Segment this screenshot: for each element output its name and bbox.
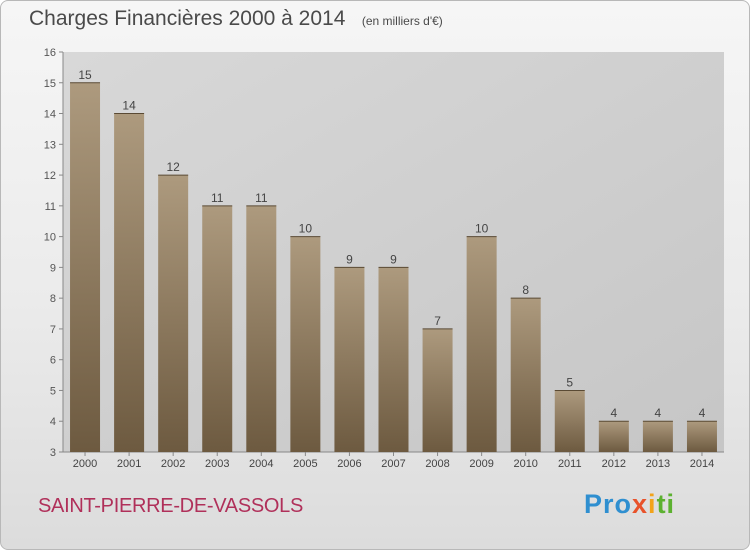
bar <box>554 390 585 452</box>
y-tick-label: 3 <box>50 447 56 459</box>
proxiti-logo: Proxiti <box>584 489 675 520</box>
data-label: 7 <box>434 314 441 328</box>
bar <box>466 236 497 452</box>
y-tick-label: 11 <box>45 201 56 213</box>
data-label: 5 <box>566 375 573 389</box>
chart-title: Charges Financières 2000 à 2014 <box>29 7 346 30</box>
x-tick-label: 2013 <box>646 458 670 470</box>
bar <box>422 328 453 452</box>
y-tick-label: 13 <box>44 139 56 151</box>
data-label: 14 <box>122 99 136 113</box>
data-label: 11 <box>255 191 268 205</box>
data-label: 12 <box>166 160 180 174</box>
bar <box>114 113 145 453</box>
data-label: 4 <box>610 406 617 420</box>
x-tick-label: 2000 <box>73 458 97 470</box>
bar <box>598 421 629 452</box>
x-tick-label: 2011 <box>558 458 582 470</box>
data-label: 4 <box>699 406 706 420</box>
x-tick-label: 2002 <box>161 458 185 470</box>
y-tick-label: 6 <box>50 355 56 367</box>
x-tick-label: 2003 <box>205 458 229 470</box>
logo-part-4: ti <box>656 489 676 519</box>
y-tick-label: 15 <box>44 78 56 90</box>
y-tick-label: 10 <box>44 232 56 244</box>
y-tick-label: 12 <box>44 170 56 182</box>
title-row: Charges Financières 2000 à 2014 (en mill… <box>29 7 443 31</box>
y-tick-label: 7 <box>50 324 56 336</box>
bar <box>378 267 409 452</box>
chart-unit: (en milliers d'€) <box>361 14 443 28</box>
x-tick-label: 2009 <box>469 458 493 470</box>
y-tick-label: 4 <box>50 416 56 428</box>
x-tick-label: 2007 <box>381 458 405 470</box>
y-tick-label: 16 <box>44 47 56 59</box>
bar <box>158 175 189 453</box>
x-tick-label: 2008 <box>425 458 449 470</box>
bar <box>202 205 233 452</box>
data-label: 10 <box>475 222 489 236</box>
data-label: 9 <box>390 252 397 266</box>
x-tick-label: 2004 <box>249 458 273 470</box>
x-tick-label: 2006 <box>337 458 361 470</box>
data-label: 15 <box>78 68 92 82</box>
bar <box>246 205 277 452</box>
logo-part-3: i <box>648 489 657 519</box>
x-tick-label: 2010 <box>513 458 537 470</box>
data-label: 10 <box>299 222 313 236</box>
y-tick-label: 14 <box>44 109 56 121</box>
y-tick-label: 9 <box>50 262 56 274</box>
bar <box>686 421 717 452</box>
logo-part-2: x <box>632 489 649 519</box>
bar <box>642 421 673 452</box>
y-tick-label: 5 <box>50 385 56 397</box>
commune-name: SAINT-PIERRE-DE-VASSOLS <box>38 495 304 517</box>
data-label: 11 <box>211 191 224 205</box>
x-tick-label: 2014 <box>690 458 714 470</box>
data-label: 9 <box>346 252 353 266</box>
bar <box>70 82 101 453</box>
logo-part-1: Pro <box>584 489 633 519</box>
bar <box>510 298 541 452</box>
bar <box>334 267 365 452</box>
data-label: 8 <box>522 283 529 297</box>
data-label: 4 <box>655 406 662 420</box>
x-tick-label: 2005 <box>293 458 317 470</box>
bar <box>290 236 321 452</box>
y-tick-label: 8 <box>50 293 56 305</box>
x-tick-label: 2012 <box>602 458 626 470</box>
x-tick-label: 2001 <box>117 458 141 470</box>
